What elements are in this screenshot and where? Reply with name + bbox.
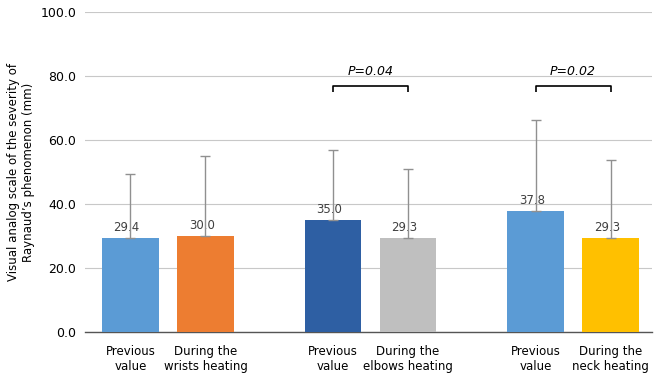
Bar xyxy=(178,236,234,332)
Y-axis label: Visual analog scale of the severity of
Raynaud’s phenomenon (mm): Visual analog scale of the severity of R… xyxy=(7,63,35,281)
Bar xyxy=(102,238,158,332)
Text: P=0.04: P=0.04 xyxy=(348,65,393,78)
Bar xyxy=(380,238,436,332)
Text: 29.4: 29.4 xyxy=(114,221,140,234)
Text: 30.0: 30.0 xyxy=(189,219,214,232)
Text: 29.3: 29.3 xyxy=(391,221,417,234)
Bar xyxy=(508,211,564,332)
Bar xyxy=(583,238,639,332)
Text: P=0.02: P=0.02 xyxy=(550,65,596,78)
Text: 37.8: 37.8 xyxy=(519,194,545,207)
Text: 29.3: 29.3 xyxy=(594,221,620,234)
Bar xyxy=(305,220,361,332)
Text: 35.0: 35.0 xyxy=(316,203,342,216)
